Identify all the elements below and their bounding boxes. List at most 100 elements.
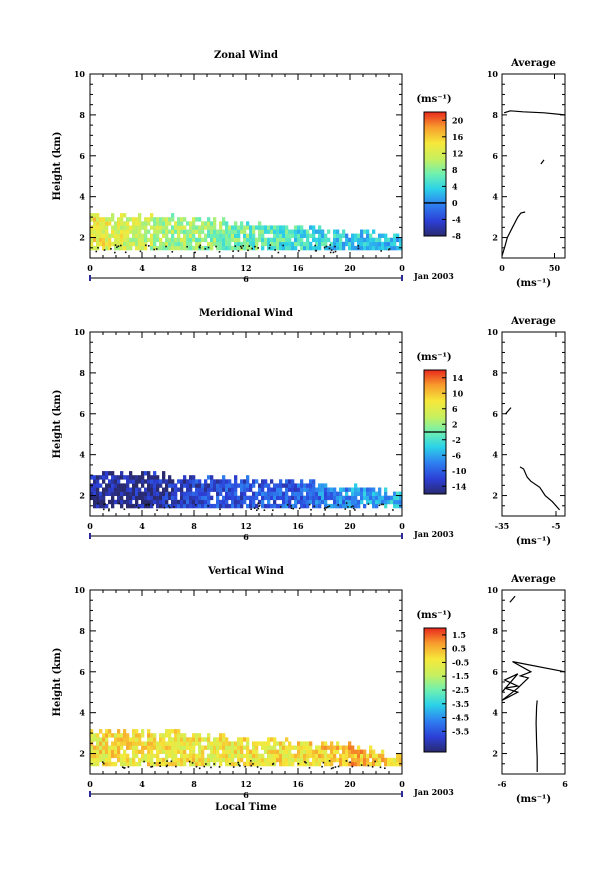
heatmap-cell xyxy=(123,483,127,488)
heatmap-cell xyxy=(153,753,157,759)
heatmap-cell xyxy=(198,233,202,238)
heatmap-cell xyxy=(186,483,190,488)
heatmap-cell xyxy=(231,761,235,767)
heatmap-cell xyxy=(135,225,139,230)
heatmap-cell xyxy=(321,745,325,750)
heatmap-cell xyxy=(261,487,265,492)
heatmap-cell xyxy=(291,229,295,234)
surface-speck xyxy=(207,505,209,507)
heatmap-cell xyxy=(123,237,127,243)
heatmap-cell xyxy=(192,245,196,251)
heatmap-cell xyxy=(309,483,313,488)
heatmap-cell xyxy=(156,753,160,759)
heatmap-cell xyxy=(129,225,133,230)
heatmap-cell xyxy=(345,241,349,247)
heatmap-cell xyxy=(351,757,355,763)
surface-speck xyxy=(308,503,311,506)
heatmap-cell xyxy=(186,487,190,492)
heatmap-cell xyxy=(117,225,121,230)
heatmap-cell xyxy=(396,761,400,767)
surface-speck xyxy=(237,763,240,766)
heatmap-cell xyxy=(198,241,202,247)
heatmap-cell xyxy=(153,487,157,492)
heatmap-cell xyxy=(246,741,250,746)
colorbar-label: -10 xyxy=(452,466,467,476)
heatmap-cell xyxy=(318,757,322,763)
heatmap-cell xyxy=(234,495,238,501)
heatmap-cell xyxy=(117,217,121,222)
heatmap-cell xyxy=(129,245,133,251)
surface-speck xyxy=(256,766,259,768)
heatmap-cell xyxy=(366,241,370,247)
profile-y-tick-label: 2 xyxy=(492,749,498,759)
colorbar-label: 1.5 xyxy=(452,630,466,640)
heatmap-cell xyxy=(375,757,379,763)
heatmap-cell xyxy=(252,495,256,501)
surface-speck xyxy=(159,761,161,764)
heatmap-cell xyxy=(120,233,124,238)
heatmap-cell xyxy=(336,495,340,501)
heatmap-cell xyxy=(150,217,154,222)
surface-speck xyxy=(325,506,328,509)
heatmap-cell xyxy=(108,757,112,763)
heatmap-cell xyxy=(156,221,160,226)
heatmap-cell xyxy=(165,233,169,238)
heatmap-cell xyxy=(345,757,349,763)
surface-speck xyxy=(345,760,348,762)
heatmap-cell xyxy=(210,495,214,501)
heatmap-cell xyxy=(189,241,193,247)
heatmap-cell xyxy=(216,737,220,742)
surface-speck xyxy=(247,249,249,252)
heatmap-cell xyxy=(390,241,394,247)
heatmap-cell xyxy=(237,495,241,501)
heatmap-cell xyxy=(333,757,337,763)
heatmap-cell xyxy=(264,745,268,750)
heatmap-cell xyxy=(201,745,205,750)
heatmap-cell xyxy=(276,503,280,509)
heatmap-cell xyxy=(234,491,238,496)
heatmap-cell xyxy=(387,241,391,247)
surface-speck xyxy=(298,507,301,510)
heatmap-cell xyxy=(135,733,139,738)
heatmap-cell xyxy=(225,237,229,243)
surface-speck xyxy=(239,245,242,248)
heatmap-cell xyxy=(156,761,160,767)
heatmap-cell xyxy=(237,245,241,251)
heatmap-cell xyxy=(123,741,127,746)
heatmap-cell xyxy=(141,499,145,505)
heatmap-cell xyxy=(300,761,304,767)
heatmap-cell xyxy=(150,475,154,480)
heatmap-cell xyxy=(90,753,94,759)
heatmap-cell xyxy=(318,495,322,501)
heatmap-cell xyxy=(168,495,172,501)
heatmap-cell xyxy=(333,237,337,243)
heatmap-cell xyxy=(156,475,160,480)
heatmap-cell xyxy=(360,491,364,496)
heatmap-cell xyxy=(336,233,340,238)
heatmap-cell xyxy=(171,499,175,505)
heatmap-cell xyxy=(159,741,163,746)
heatmap-cell xyxy=(315,491,319,496)
heatmap-cell xyxy=(165,221,169,226)
heatmap-cell xyxy=(288,741,292,746)
heatmap-cell xyxy=(195,479,199,484)
heatmap-cell xyxy=(180,757,184,763)
heatmap-cell xyxy=(90,757,94,763)
heatmap-cell xyxy=(153,491,157,496)
heatmap-cell xyxy=(180,503,184,509)
heatmap-cell xyxy=(108,483,112,488)
heatmap-cell xyxy=(324,761,328,767)
heatmap-cell xyxy=(240,495,244,501)
heatmap-cell xyxy=(99,225,103,230)
surface-speck xyxy=(165,245,167,248)
heatmap-cell xyxy=(117,729,121,734)
heatmap-cell xyxy=(114,753,118,759)
heatmap-cell xyxy=(267,237,271,243)
colorbar-label: 10 xyxy=(452,388,464,398)
surface-speck xyxy=(350,506,353,508)
heatmap-cell xyxy=(138,737,142,742)
x-tick-label: 16 xyxy=(292,779,304,789)
heatmap-cell xyxy=(297,757,301,763)
heatmap-cell xyxy=(129,737,133,742)
heatmap-cell xyxy=(354,237,358,243)
